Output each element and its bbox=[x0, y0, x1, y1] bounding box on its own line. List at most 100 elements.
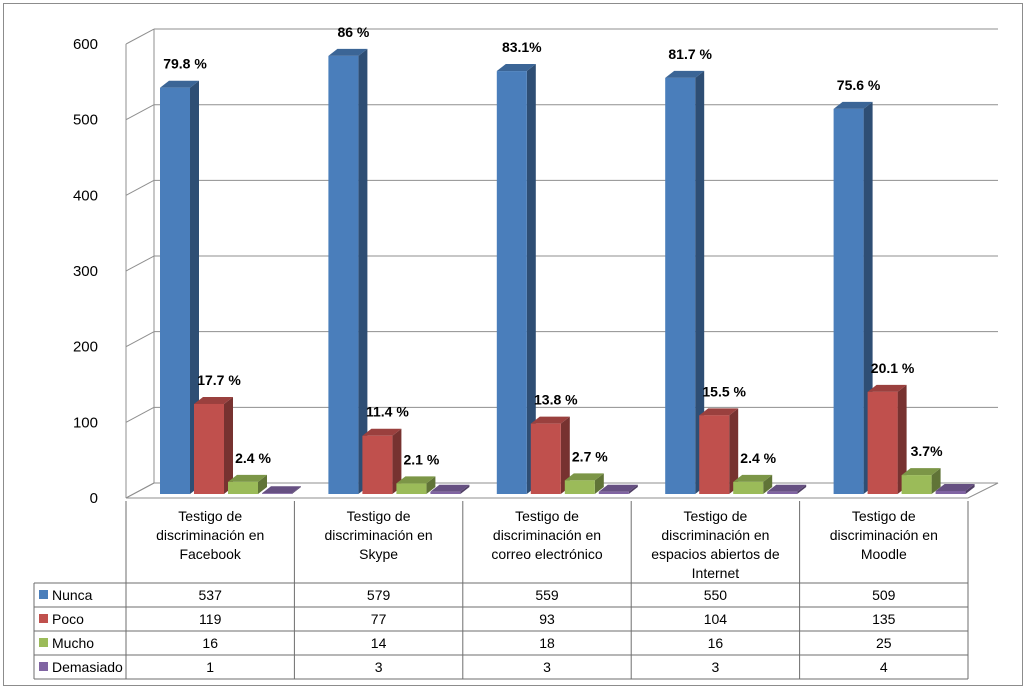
table-cell: 4 bbox=[880, 659, 888, 675]
bar-demasiado bbox=[935, 490, 966, 494]
legend-label: Demasiado bbox=[52, 659, 123, 675]
data-label: 86 % bbox=[337, 24, 369, 40]
gridline-side bbox=[125, 406, 155, 423]
legend-swatch-nunca bbox=[39, 590, 48, 599]
table-cell: 1 bbox=[206, 659, 214, 675]
table-cell: 104 bbox=[704, 611, 728, 627]
chart-frame: 0 100 200 300 400 500 600 79.8 % 86 % 83.1% 81.7 %… bbox=[3, 3, 1023, 686]
data-label: 83.1% bbox=[502, 39, 542, 55]
table-cell: 3 bbox=[375, 659, 383, 675]
gridline-side bbox=[125, 28, 155, 45]
bar-top-demasiado bbox=[262, 486, 301, 494]
bar-top-poco bbox=[362, 428, 402, 436]
legend-label: Poco bbox=[52, 611, 84, 627]
y-tick-label: 300 bbox=[73, 263, 98, 280]
gridline-side bbox=[125, 331, 155, 348]
y-tick-label: 500 bbox=[73, 112, 98, 129]
category-label: Skype bbox=[359, 546, 398, 562]
bar-poco bbox=[362, 435, 393, 494]
bar-side-demasiado bbox=[797, 484, 807, 494]
bar-side-demasiado bbox=[965, 483, 975, 494]
table-cell: 25 bbox=[876, 635, 892, 651]
legend-swatch-poco bbox=[39, 614, 48, 623]
y-tick-label: 100 bbox=[73, 414, 98, 431]
category-label: Internet bbox=[692, 565, 740, 581]
bar-nunca bbox=[665, 77, 696, 495]
category-label: Testigo de bbox=[683, 508, 747, 524]
bar-side-mucho bbox=[426, 476, 436, 494]
category-label: discriminación en bbox=[156, 527, 264, 543]
bar-top-poco bbox=[530, 416, 570, 424]
bar-top-mucho bbox=[228, 474, 267, 482]
bar-top-mucho bbox=[396, 476, 436, 484]
data-label: 2.7 % bbox=[572, 448, 608, 464]
y-tick-label: 400 bbox=[73, 187, 98, 204]
data-label: 15.5 % bbox=[702, 383, 746, 399]
bar-top-poco bbox=[867, 384, 907, 392]
table-cell: 579 bbox=[367, 587, 391, 603]
bar-nunca bbox=[328, 55, 359, 495]
data-label: 2.4 % bbox=[235, 450, 271, 466]
table-cell: 509 bbox=[872, 587, 896, 603]
bar-nunca bbox=[160, 87, 190, 494]
table-cell: 3 bbox=[543, 659, 551, 675]
table-cell: 119 bbox=[199, 611, 222, 627]
bar-demasiado bbox=[262, 493, 292, 494]
y-tick-label: 200 bbox=[73, 339, 98, 356]
bar-nunca bbox=[496, 71, 527, 494]
bar-mucho bbox=[733, 481, 764, 494]
data-label: 3.7% bbox=[911, 443, 943, 459]
bar-side-poco bbox=[897, 384, 907, 494]
bar-poco bbox=[699, 415, 730, 494]
bar-side-demasiado bbox=[292, 486, 301, 494]
bar-side-mucho bbox=[594, 473, 604, 494]
category-label: discriminación en bbox=[325, 527, 433, 543]
data-label: 11.4 % bbox=[366, 404, 409, 420]
legend-swatch-mucho bbox=[39, 638, 48, 647]
table-cell: 559 bbox=[535, 587, 559, 603]
bar-mucho bbox=[396, 483, 427, 494]
category-label: discriminación en bbox=[661, 527, 769, 543]
bar-side-nunca bbox=[358, 48, 368, 495]
bar-top-nunca bbox=[328, 48, 368, 56]
table-cell: 16 bbox=[708, 635, 724, 651]
data-label: 81.7 % bbox=[668, 46, 712, 62]
data-label: 2.4 % bbox=[740, 450, 776, 466]
bar-chart: 0 100 200 300 400 500 600 79.8 % 86 % 83.1% 81.7 %… bbox=[33, 24, 999, 680]
table-cell: 14 bbox=[371, 635, 387, 651]
data-label: 79.8 % bbox=[163, 56, 207, 72]
bar-side-poco bbox=[560, 416, 570, 494]
category-label: Testigo de bbox=[852, 508, 916, 524]
bar-side-mucho bbox=[763, 474, 773, 494]
bar-side-nunca bbox=[695, 70, 705, 495]
floor bbox=[125, 482, 999, 499]
bar-mucho bbox=[564, 480, 595, 494]
category-label: Facebook bbox=[179, 546, 241, 562]
bar-top-nunca bbox=[160, 80, 199, 88]
y-tick-label: 600 bbox=[73, 36, 98, 53]
table-cell: 77 bbox=[371, 611, 387, 627]
table-cell: 18 bbox=[539, 635, 555, 651]
bar-top-mucho bbox=[901, 468, 941, 476]
data-label: 75.6 % bbox=[837, 77, 881, 93]
table-cell: 537 bbox=[199, 587, 223, 603]
table-cell: 93 bbox=[539, 611, 555, 627]
bar-side-demasiado bbox=[628, 484, 638, 494]
bar-top-demasiado bbox=[935, 483, 975, 491]
bar-demasiado bbox=[767, 491, 798, 494]
category-label: Testigo de bbox=[178, 508, 242, 524]
data-label: 17.7 % bbox=[197, 372, 241, 388]
bar-top-demasiado bbox=[598, 484, 638, 492]
table-cell: 16 bbox=[202, 635, 218, 651]
category-label: discriminación en bbox=[830, 527, 938, 543]
data-label: 2.1 % bbox=[403, 451, 439, 467]
bar-poco bbox=[867, 391, 898, 494]
bar-top-poco bbox=[699, 408, 739, 416]
y-tick-label: 0 bbox=[90, 490, 98, 507]
category-label: Moodle bbox=[861, 546, 907, 562]
table-cell: 135 bbox=[872, 611, 896, 627]
bar-side-nunca bbox=[190, 80, 199, 494]
bar-nunca bbox=[833, 108, 864, 495]
bar-top-mucho bbox=[564, 473, 604, 481]
category-label: Testigo de bbox=[347, 508, 411, 524]
